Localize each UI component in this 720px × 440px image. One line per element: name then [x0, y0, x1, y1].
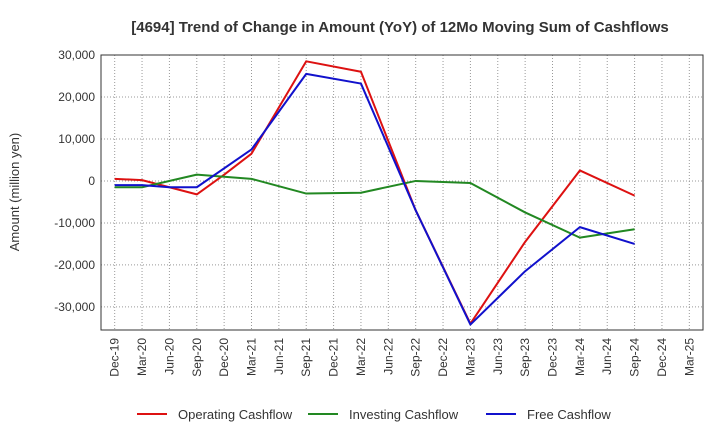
- y-tick-label: 10,000: [58, 132, 95, 146]
- y-tick-label: -10,000: [54, 216, 95, 230]
- x-tick-label: Dec-24: [655, 338, 669, 377]
- legend-label-investing-cashflow: Investing Cashflow: [349, 407, 459, 422]
- legend-label-free-cashflow: Free Cashflow: [527, 407, 611, 422]
- x-tick-label: Mar-22: [354, 338, 368, 376]
- x-tick-label: Jun-24: [600, 338, 614, 375]
- free-cashflow-line: [114, 72, 635, 326]
- x-tick-label: Sep-21: [299, 338, 313, 377]
- x-tick-label: Mar-25: [682, 338, 696, 376]
- x-tick-label: Jun-22: [381, 338, 395, 375]
- x-tick-label: Sep-24: [628, 338, 642, 377]
- chart-title: [4694] Trend of Change in Amount (YoY) o…: [131, 19, 669, 36]
- y-tick-label: 30,000: [58, 48, 95, 62]
- x-tick-label: Dec-22: [436, 338, 450, 377]
- x-tick-label: Mar-23: [463, 338, 477, 376]
- y-tick-label: -30,000: [54, 300, 95, 314]
- x-tick-label: Mar-24: [573, 338, 587, 376]
- x-tick-label: Dec-19: [108, 338, 122, 377]
- x-tick-label: Dec-21: [327, 338, 341, 377]
- x-tick-label: Jun-21: [272, 338, 286, 375]
- y-axis-label: Amount (million yen): [7, 133, 22, 252]
- x-tick-label: Sep-22: [409, 338, 423, 377]
- axes: 30,000 20,000 10,000 0 -10,000 -20,000 -30,000…: [54, 48, 704, 377]
- x-tick-label: Sep-20: [190, 338, 204, 377]
- y-tick-label: 20,000: [58, 90, 95, 104]
- series-lines: [114, 60, 636, 326]
- y-tick-label: 0: [88, 174, 95, 188]
- x-tick-label: Dec-20: [217, 338, 231, 377]
- x-tick-label: Jun-23: [491, 338, 505, 375]
- x-tick-label: Jun-20: [162, 338, 176, 375]
- x-tick-label: Sep-23: [518, 338, 532, 377]
- x-tick-label: Mar-20: [135, 338, 149, 376]
- y-tick-label: -20,000: [54, 258, 95, 272]
- investing-cashflow-line: [114, 173, 635, 239]
- plot-frame: [100, 54, 704, 331]
- legend: Operating Cashflow Investing Cashflow Free…: [137, 407, 611, 422]
- operating-cashflow-line: [114, 60, 636, 325]
- x-tick-label: Mar-21: [245, 338, 259, 376]
- legend-label-operating-cashflow: Operating Cashflow: [178, 407, 293, 422]
- x-tick-label: Dec-23: [546, 338, 560, 377]
